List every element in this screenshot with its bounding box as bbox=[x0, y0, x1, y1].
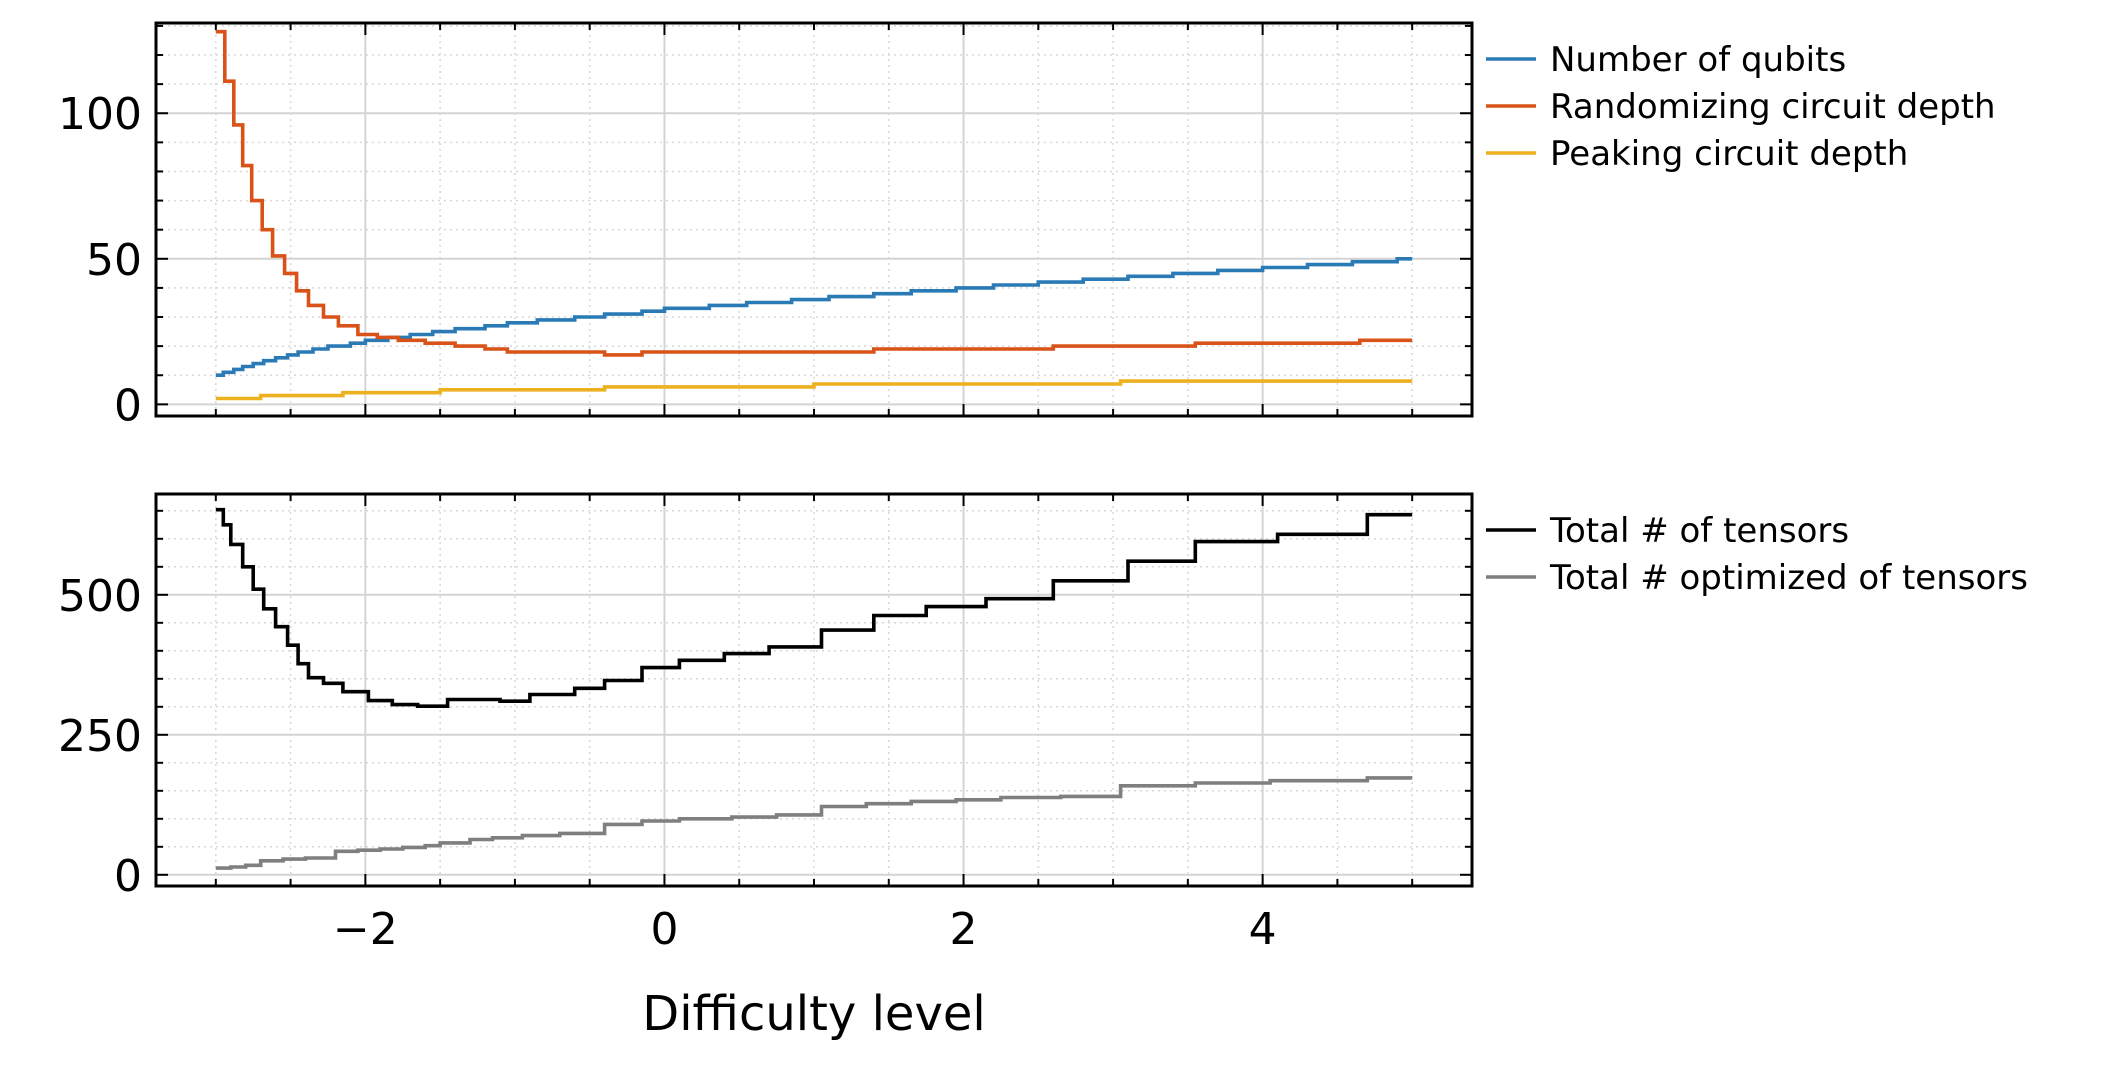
x-axis-label: Difficulty level bbox=[642, 986, 985, 1042]
series-line-2 bbox=[215, 776, 1413, 870]
legend-label: Number of qubits bbox=[1550, 40, 1846, 80]
series-line-1 bbox=[215, 507, 1413, 708]
x-tick-label: 4 bbox=[1249, 904, 1277, 955]
series-line-1 bbox=[215, 257, 1413, 377]
x-tick-label: 2 bbox=[950, 904, 978, 955]
panel-2: 0 250 500 −2 0 2 4 Difficulty level Total # of t… bbox=[58, 492, 2028, 1042]
legend: Total # of tensors Total # optimized of t… bbox=[1486, 511, 2028, 598]
legend-label: Total # optimized of tensors bbox=[1549, 558, 2028, 598]
x-tick-label: 0 bbox=[650, 904, 678, 955]
plot-frame bbox=[154, 21, 1474, 418]
panel-1: 0 50 100 Number of qubits Randomizing circui… bbox=[58, 21, 1996, 431]
x-tick-label: −2 bbox=[333, 904, 398, 955]
y-tick-label: 500 bbox=[58, 571, 142, 622]
y-tick-label: 0 bbox=[114, 380, 142, 431]
series-line-2 bbox=[215, 29, 1413, 357]
y-tick-label: 50 bbox=[86, 235, 142, 286]
legend-label: Total # of tensors bbox=[1549, 511, 1849, 551]
legend: Number of qubits Randomizing circuit dept… bbox=[1486, 40, 1996, 174]
series-line-3 bbox=[215, 379, 1413, 401]
legend-label: Peaking circuit depth bbox=[1550, 134, 1908, 174]
y-tick-label: 0 bbox=[114, 851, 142, 902]
legend-label: Randomizing circuit depth bbox=[1550, 87, 1996, 127]
y-tick-label: 250 bbox=[58, 711, 142, 762]
y-tick-label: 100 bbox=[58, 89, 142, 140]
